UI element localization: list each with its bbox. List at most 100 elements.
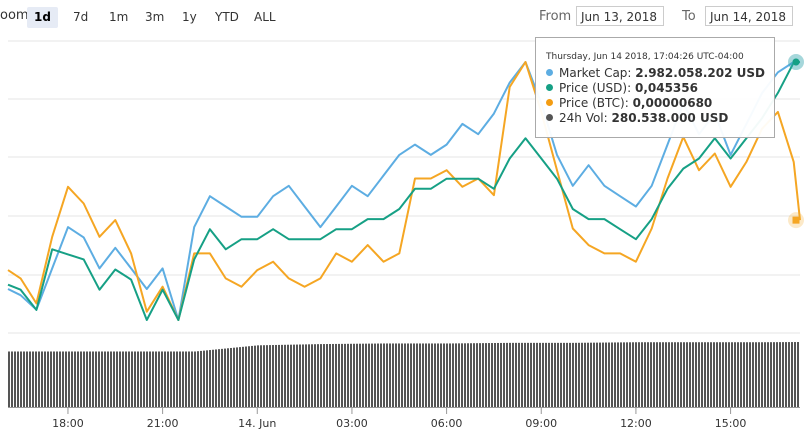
volume-bar	[389, 343, 391, 407]
volume-bar	[122, 351, 124, 407]
volume-bar	[260, 345, 262, 407]
volume-bar	[116, 351, 118, 407]
zoom-ytd-button[interactable]: YTD	[215, 10, 239, 24]
volume-bar	[749, 342, 751, 407]
volume-bar	[566, 342, 568, 407]
volume-bar	[485, 343, 487, 407]
volume-bar	[686, 342, 688, 407]
volume-bar	[128, 351, 130, 407]
volume-bar	[143, 351, 145, 407]
volume-bar	[770, 342, 772, 407]
volume-bar	[383, 343, 385, 407]
volume-bar	[704, 342, 706, 407]
volume-bar	[551, 342, 553, 407]
volume-bar	[494, 343, 496, 407]
volume-bar	[206, 350, 208, 407]
volume-bar	[740, 342, 742, 407]
volume-bar	[89, 351, 91, 407]
volume-bar	[407, 343, 409, 407]
volume-bar	[218, 349, 220, 407]
volume-bar	[104, 351, 106, 407]
volume-bar	[8, 351, 10, 407]
volume-bar	[569, 342, 571, 407]
volume-bar	[431, 343, 433, 407]
series-line-price-usd-	[7, 61, 801, 321]
tooltip-label: 24h Vol:	[559, 111, 608, 125]
volume-bar	[176, 351, 178, 407]
market-cap-dot	[546, 69, 553, 76]
volume-bar	[527, 342, 529, 407]
volume-bar	[791, 342, 793, 407]
volume-bar	[68, 351, 70, 407]
volume-bar	[239, 347, 241, 407]
zoom-1d-button[interactable]: 1d	[27, 7, 58, 28]
volume-bar	[398, 343, 400, 407]
zoom-3m-button[interactable]: 3m	[145, 10, 165, 24]
volume-bar	[572, 342, 574, 407]
volume-bar	[263, 345, 265, 407]
volume-bar	[365, 343, 367, 407]
volume-bar	[311, 344, 313, 407]
volume-bar	[491, 343, 493, 407]
x-tick-label: 21:00	[147, 417, 179, 430]
tooltip-row-price-btc: Price (BTC): 0,00000680	[546, 96, 774, 111]
volume-bar	[368, 343, 370, 407]
x-tick-label: 12:00	[620, 417, 652, 430]
series-marker	[792, 216, 800, 224]
volume-bar	[506, 342, 508, 407]
volume-bar	[62, 351, 64, 407]
volume-bar	[77, 351, 79, 407]
volume-bar	[452, 343, 454, 407]
volume-bar	[662, 342, 664, 407]
volume-bar	[392, 343, 394, 407]
volume-bar	[548, 342, 550, 407]
volume-bar	[719, 342, 721, 407]
volume-bar	[425, 343, 427, 407]
volume-bar	[299, 344, 301, 407]
volume-bar	[788, 342, 790, 407]
volume-bar	[464, 343, 466, 407]
volume-bar	[560, 342, 562, 407]
volume-bar	[587, 342, 589, 407]
series-line-price-btc-	[7, 61, 801, 321]
volume-bar	[257, 345, 259, 407]
volume-bar	[173, 351, 175, 407]
zoom-1y-button[interactable]: 1y	[182, 10, 197, 24]
volume-bar	[782, 342, 784, 407]
volume-bar	[512, 342, 514, 407]
volume-bar	[152, 351, 154, 407]
tooltip-row-volume: 24h Vol: 280.538.000 USD	[546, 111, 774, 126]
volume-bar	[746, 342, 748, 407]
to-date-input[interactable]: Jun 14, 2018	[705, 6, 793, 26]
volume-bar	[518, 342, 520, 407]
volume-bar	[272, 345, 274, 407]
zoom-1m-button[interactable]: 1m	[109, 10, 129, 24]
volume-bar	[635, 342, 637, 407]
volume-bar	[785, 342, 787, 407]
volume-bar	[47, 351, 49, 407]
volume-bar	[26, 351, 28, 407]
from-label: From	[539, 9, 572, 24]
volume-bar	[611, 342, 613, 407]
volume-bar	[140, 351, 142, 407]
volume-bar	[86, 351, 88, 407]
volume-bar	[701, 342, 703, 407]
volume-bar	[74, 351, 76, 407]
zoom-all-button[interactable]: ALL	[254, 10, 276, 24]
from-date-input[interactable]: Jun 13, 2018	[576, 6, 664, 26]
volume-bar	[224, 348, 226, 407]
volume-bar	[188, 351, 190, 407]
volume-bar	[284, 344, 286, 407]
volume-bar	[410, 343, 412, 407]
zoom-7d-button[interactable]: 7d	[73, 10, 89, 24]
volume-bar	[146, 351, 148, 407]
volume-bar	[11, 351, 13, 407]
volume-bar	[344, 343, 346, 407]
volume-bar	[623, 342, 625, 407]
volume-bar	[503, 342, 505, 407]
volume-bar	[314, 344, 316, 407]
volume-bar	[182, 351, 184, 407]
volume-bar	[401, 343, 403, 407]
volume-bar	[584, 342, 586, 407]
volume-bar	[470, 343, 472, 407]
